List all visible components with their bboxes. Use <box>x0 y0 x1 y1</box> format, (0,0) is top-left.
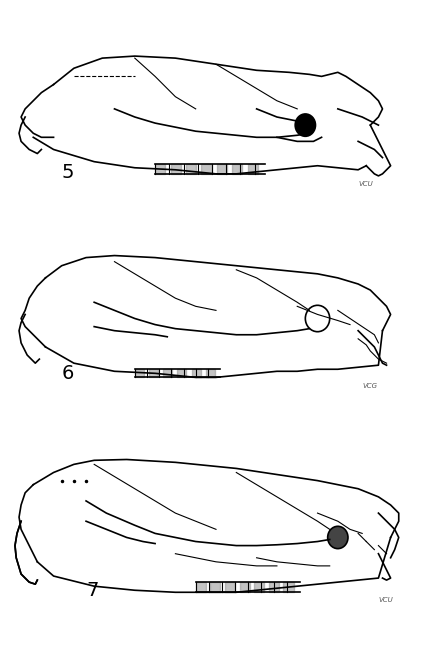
Text: VCG: VCG <box>362 383 377 389</box>
Text: 6: 6 <box>62 365 74 384</box>
Ellipse shape <box>295 114 315 136</box>
Text: VCU: VCU <box>358 181 373 187</box>
Ellipse shape <box>328 526 348 549</box>
Text: 5: 5 <box>62 163 74 182</box>
Text: 7: 7 <box>86 581 98 601</box>
Text: VCU: VCU <box>378 597 393 603</box>
Polygon shape <box>15 521 37 584</box>
